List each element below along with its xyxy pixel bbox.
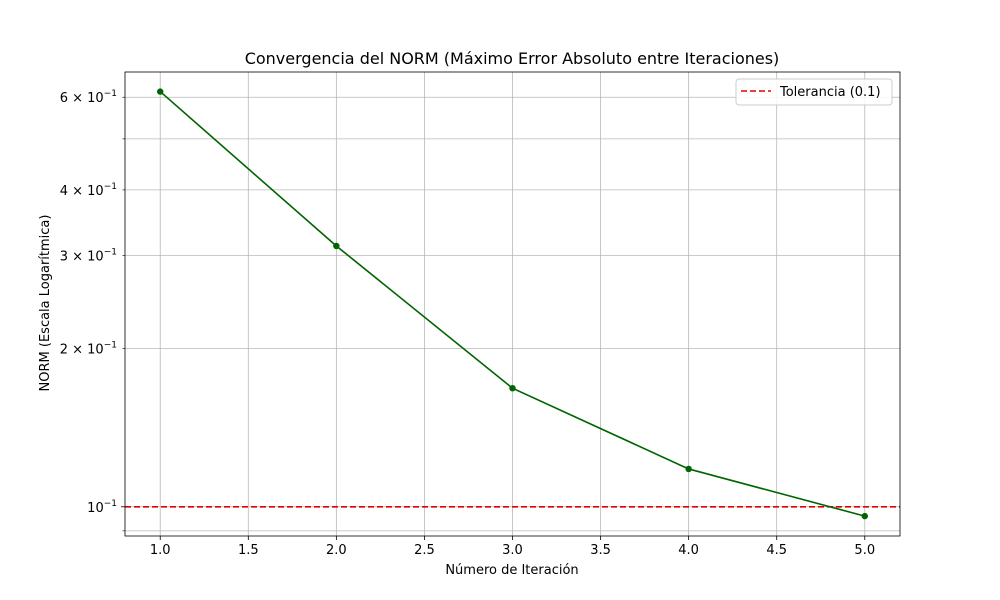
y-tick-label: 2 × 10−1 xyxy=(60,340,117,357)
x-tick-label: 5.0 xyxy=(854,543,875,558)
y-tick-label: 3 × 10−1 xyxy=(60,248,117,265)
series-layer xyxy=(157,88,868,520)
x-axis-label: Número de Iteración xyxy=(445,563,578,578)
x-tick-label: 3.0 xyxy=(502,543,523,558)
norm-data-point xyxy=(685,465,692,473)
norm-data-point xyxy=(157,88,164,95)
norm-data-point xyxy=(333,242,340,250)
y-axis-label: NORM (Escala Logarítmica) xyxy=(38,215,53,392)
legend: Tolerancia (0.1) xyxy=(735,78,893,106)
legend-box xyxy=(735,78,893,106)
norm-data-point xyxy=(861,512,868,520)
legend-tolerance-label: Tolerancia (0.1) xyxy=(779,85,881,100)
y-tick-label: 10−1 xyxy=(87,499,117,516)
x-tick-label: 4.0 xyxy=(678,543,699,558)
norm-data-point xyxy=(509,384,516,392)
y-tick-label: 6 × 10−1 xyxy=(60,89,117,106)
x-tick-label: 1.0 xyxy=(150,543,171,558)
y-tick-label: 4 × 10−1 xyxy=(60,182,117,199)
y-axis-ticks: 10−1 2 × 10−1 3 × 10−1 4 × 10−1 6 × 10−1 xyxy=(60,89,125,532)
x-axis-ticks: 1.0 1.5 2.0 2.5 3.0 3.5 4.0 4.5 5.0 xyxy=(150,536,875,558)
x-tick-label: 1.5 xyxy=(238,543,259,558)
chart-title: Convergencia del NORM (Máximo Error Abso… xyxy=(245,49,780,68)
x-tick-label: 2.5 xyxy=(414,543,435,558)
x-tick-label: 2.0 xyxy=(326,543,347,558)
x-tick-label: 3.5 xyxy=(590,543,611,558)
x-tick-label: 4.5 xyxy=(766,543,787,558)
